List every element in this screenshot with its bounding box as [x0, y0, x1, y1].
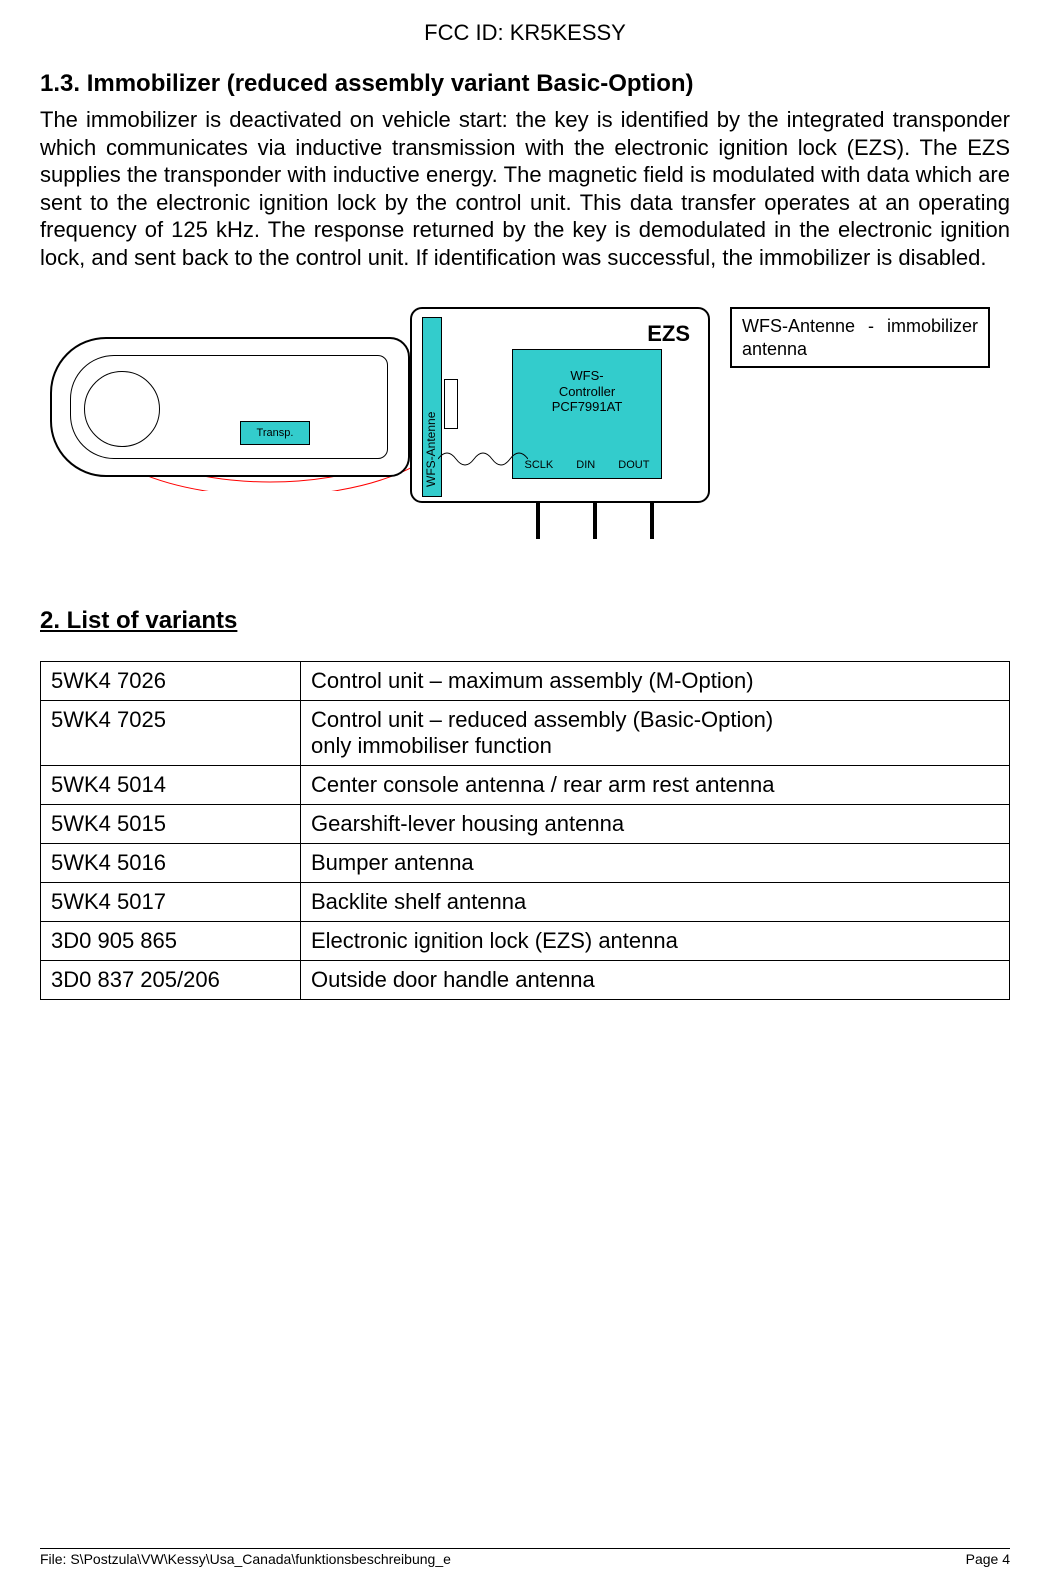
- variants-table: 5WK4 7026Control unit – maximum assembly…: [40, 661, 1010, 1000]
- variant-code: 5WK4 5016: [41, 844, 301, 883]
- variant-code: 5WK4 5017: [41, 883, 301, 922]
- table-row: 5WK4 5017Backlite shelf antenna: [41, 883, 1010, 922]
- section-heading: 1.3. Immobilizer (reduced assembly varia…: [40, 70, 1010, 98]
- wfs-antenna-label: WFS-Antenne: [424, 327, 438, 487]
- variant-code: 5WK4 7026: [41, 662, 301, 701]
- immobilizer-diagram: EZS WFS-Antenne WFS- Controller PCF7991A…: [40, 297, 1010, 557]
- variant-description: Bumper antenna: [301, 844, 1010, 883]
- pin-label-din: DIN: [576, 459, 595, 472]
- antenna-connector: [444, 379, 458, 429]
- fcc-id-header: FCC ID: KR5KESSY: [40, 20, 1010, 46]
- page: FCC ID: KR5KESSY 1.3. Immobilizer (reduc…: [0, 0, 1050, 1589]
- variant-description: Gearshift-lever housing antenna: [301, 805, 1010, 844]
- pin-label-sclk: SCLK: [525, 459, 554, 472]
- wfs-controller-chip: WFS- Controller PCF7991AT SCLK DIN DOUT: [512, 349, 662, 479]
- variant-code: 3D0 905 865: [41, 922, 301, 961]
- controller-line2: Controller: [513, 384, 661, 400]
- variant-description: Control unit – reduced assembly (Basic-O…: [301, 701, 1010, 766]
- table-row: 3D0 905 865Electronic ignition lock (EZS…: [41, 922, 1010, 961]
- variant-code: 3D0 837 205/206: [41, 961, 301, 1000]
- table-row: 5WK4 5014Center console antenna / rear a…: [41, 766, 1010, 805]
- table-row: 5WK4 5015Gearshift-lever housing antenna: [41, 805, 1010, 844]
- variant-code: 5WK4 5015: [41, 805, 301, 844]
- page-footer: File: S\Postzula\VW\Kessy\Usa_Canada\fun…: [40, 1548, 1010, 1567]
- footer-page-number: Page 4: [966, 1551, 1010, 1567]
- transponder-chip: Transp.: [240, 421, 310, 445]
- variant-description: Control unit – maximum assembly (M-Optio…: [301, 662, 1010, 701]
- table-row: 5WK4 5016Bumper antenna: [41, 844, 1010, 883]
- diagram-legend-box: WFS-Antenne - immobilizer antenna: [730, 307, 990, 368]
- footer-file-path: File: S\Postzula\VW\Kessy\Usa_Canada\fun…: [40, 1551, 451, 1567]
- variant-description: Center console antenna / rear arm rest a…: [301, 766, 1010, 805]
- variant-code: 5WK4 7025: [41, 701, 301, 766]
- key-fob: [50, 337, 410, 477]
- variants-heading: 2. List of variants: [40, 607, 1010, 635]
- table-row: 5WK4 7025Control unit – reduced assembly…: [41, 701, 1010, 766]
- pin-label-dout: DOUT: [618, 459, 649, 472]
- controller-output-pins: [510, 503, 680, 539]
- variant-code: 5WK4 5014: [41, 766, 301, 805]
- key-fob-ring: [84, 371, 160, 447]
- controller-line3: PCF7991AT: [513, 399, 661, 415]
- ezs-enclosure: EZS WFS-Antenne WFS- Controller PCF7991A…: [410, 307, 710, 503]
- variant-description: Electronic ignition lock (EZS) antenna: [301, 922, 1010, 961]
- table-row: 5WK4 7026Control unit – maximum assembly…: [41, 662, 1010, 701]
- variant-description: Backlite shelf antenna: [301, 883, 1010, 922]
- table-row: 3D0 837 205/206Outside door handle anten…: [41, 961, 1010, 1000]
- ezs-label: EZS: [647, 321, 690, 347]
- variant-description: Outside door handle antenna: [301, 961, 1010, 1000]
- controller-line1: WFS-: [513, 368, 661, 384]
- section-paragraph: The immobilizer is deactivated on vehicl…: [40, 106, 1010, 271]
